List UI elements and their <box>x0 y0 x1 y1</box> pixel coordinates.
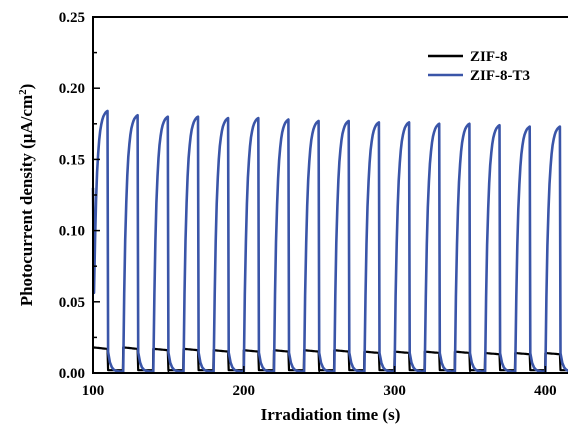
y-axis-title-main: Photocurrent density (μA/cm <box>17 95 36 306</box>
ticks-layer: 100 200 300 400 0.00 0.05 0.10 0.15 0.20 0.25 <box>59 10 557 399</box>
x-tick-label: 100 <box>82 383 105 399</box>
y-tick-label: 0.25 <box>59 10 85 26</box>
y-tick-label: 0.00 <box>59 366 85 382</box>
y-axis-title: Photocurrent density (μA/cm2) <box>17 84 36 307</box>
y-axis-title-superscript: 2 <box>17 89 29 95</box>
legend: ZIF-8 ZIF-8-T3 <box>428 49 530 84</box>
x-tick-label: 400 <box>534 383 557 399</box>
y-tick-label: 0.15 <box>59 152 85 168</box>
y-tick-label: 0.10 <box>59 224 85 240</box>
series-line <box>92 346 568 372</box>
y-axis-title-close: ) <box>17 84 36 90</box>
x-axis-title: Irradiation time (s) <box>261 405 401 424</box>
x-tick-label: 300 <box>383 383 406 399</box>
y-tick-label: 0.20 <box>59 81 85 97</box>
y-tick-label: 0.05 <box>59 295 85 311</box>
legend-label: ZIF-8 <box>470 49 508 65</box>
x-tick-label: 200 <box>233 383 256 399</box>
series-line <box>91 109 568 373</box>
series-layer <box>91 109 568 373</box>
legend-label: ZIF-8-T3 <box>470 68 530 84</box>
